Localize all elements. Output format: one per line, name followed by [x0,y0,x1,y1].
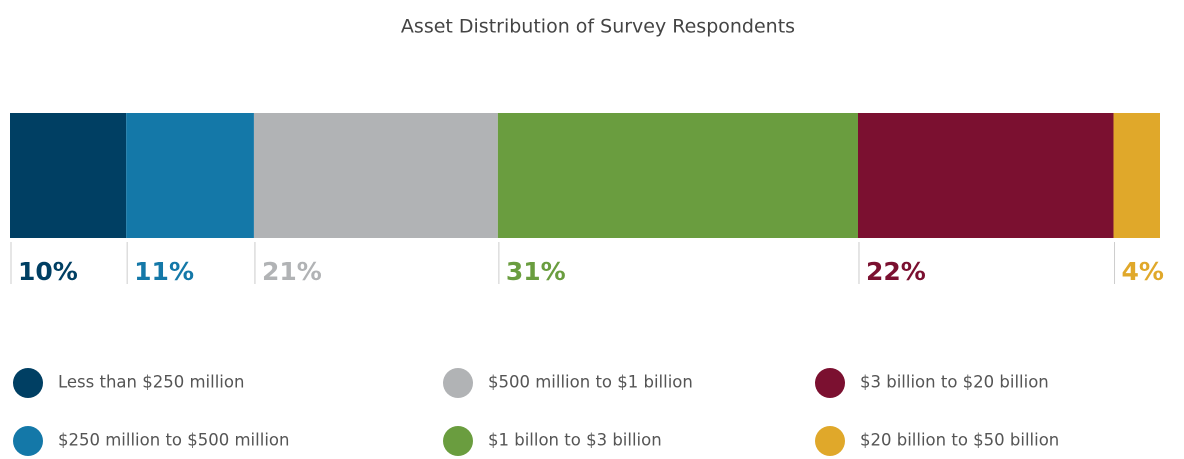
value-label: 11% [134,257,194,286]
legend-label: $20 billion to $50 billion [860,431,1059,450]
value-label: 10% [18,257,78,286]
bar-segment [10,113,127,238]
value-label: 21% [262,257,322,286]
legend-label: $1 billon to $3 billion [488,431,662,450]
legend-swatch [13,426,43,456]
bar-segment [1113,113,1160,238]
legend-swatch [443,426,473,456]
bar-segment [497,113,858,238]
legend-swatch [815,426,845,456]
legend-label: $250 million to $500 million [58,431,289,450]
value-label: 4% [1122,257,1164,286]
legend-label: $500 million to $1 billion [488,373,693,392]
legend-swatch [815,368,845,398]
value-label: 22% [866,257,926,286]
bar-segment [253,113,498,238]
value-label: 31% [506,257,566,286]
bar-segment [857,113,1114,238]
chart-title: Asset Distribution of Survey Respondents [401,16,795,38]
legend-label: $3 billion to $20 billion [860,373,1049,392]
legend-label: Less than $250 million [58,373,244,392]
bar-segment [126,113,254,238]
legend-swatch [443,368,473,398]
legend-swatch [13,368,43,398]
